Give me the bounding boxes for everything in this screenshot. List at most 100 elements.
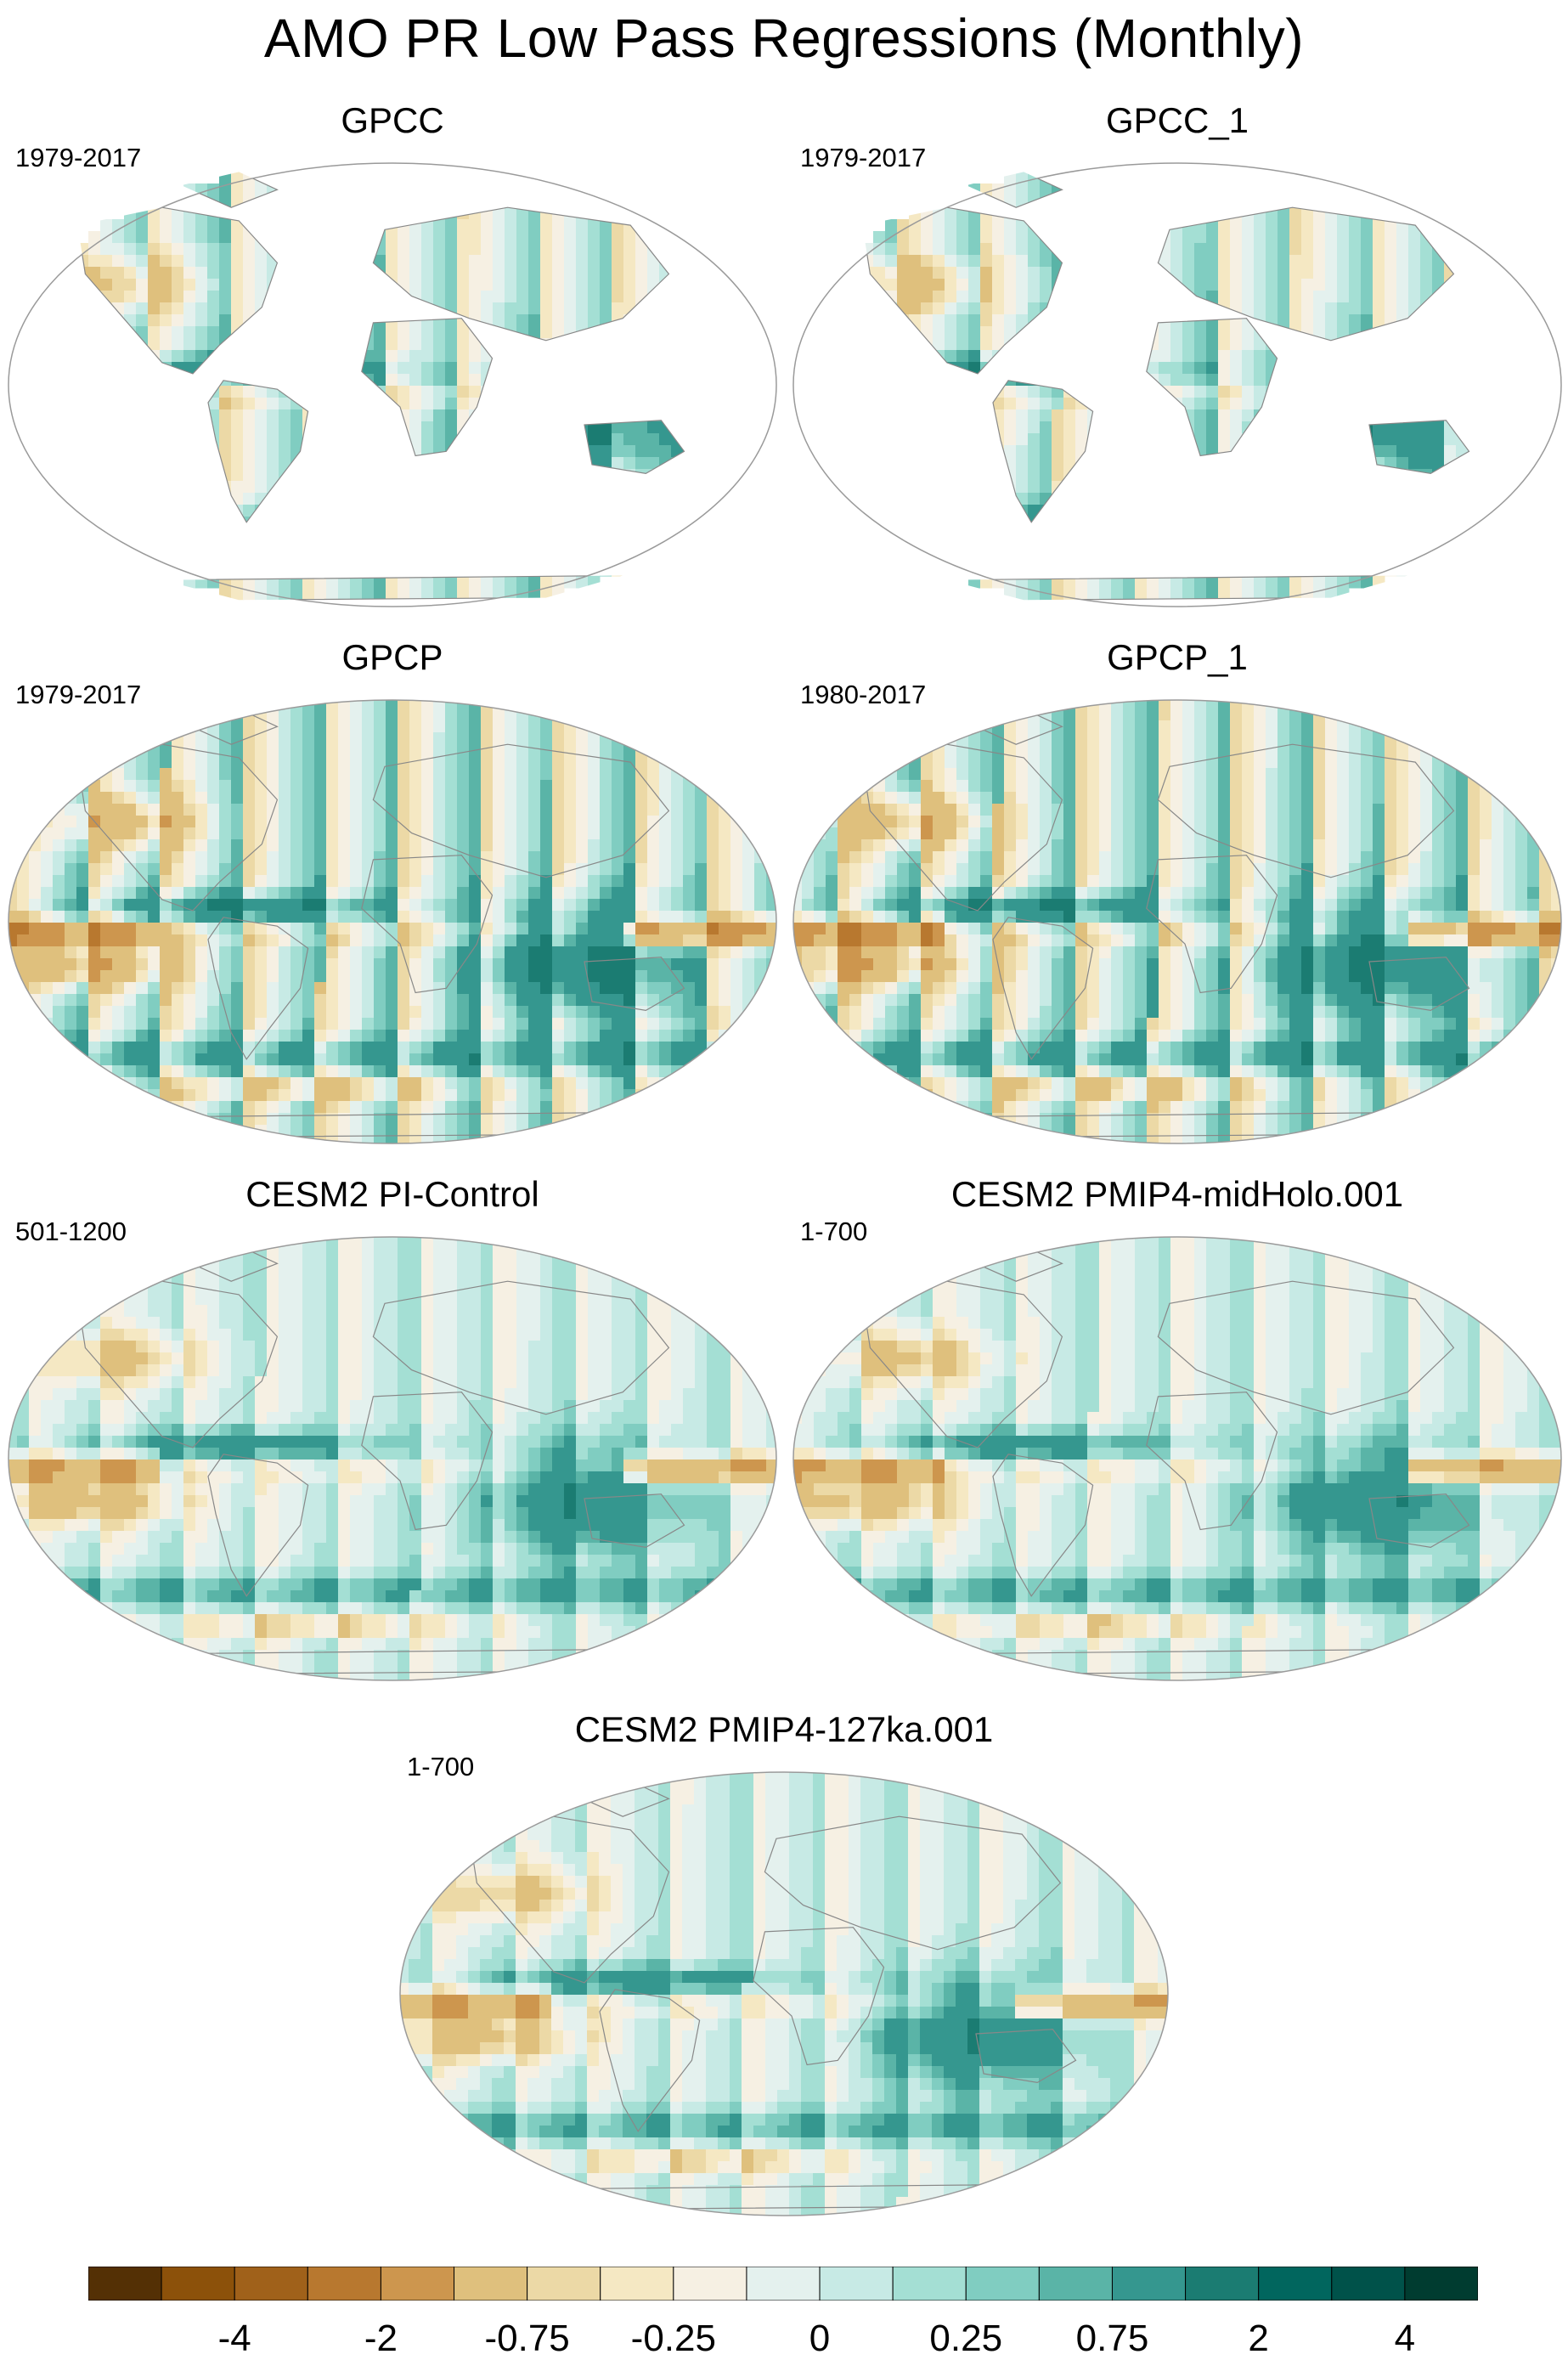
- field-cell: [1170, 350, 1183, 363]
- field-cell: [516, 231, 529, 244]
- field-cell: [659, 433, 672, 446]
- field-cell: [183, 576, 196, 589]
- field-cell: [600, 279, 612, 291]
- field-cell: [1242, 386, 1255, 398]
- field-cell: [231, 481, 244, 494]
- field-cell: [612, 433, 624, 446]
- field-cell: [1254, 255, 1266, 268]
- field-cell: [600, 267, 612, 279]
- field-cell: [1492, 243, 1504, 256]
- field-cell: [65, 816, 77, 828]
- field-cell: [493, 243, 505, 256]
- field-cell: [1563, 421, 1565, 434]
- field-cell: [505, 804, 517, 816]
- field-cell: [1396, 457, 1409, 470]
- field-cell: [398, 255, 410, 268]
- field-cell: [386, 887, 398, 900]
- field-cell: [374, 756, 386, 769]
- field-cell: [1373, 302, 1385, 315]
- field-cell: [409, 792, 422, 805]
- field-cell: [1289, 207, 1302, 220]
- field-cell: [742, 863, 755, 876]
- field-cell: [1266, 255, 1278, 268]
- field-cell: [1099, 576, 1112, 589]
- field-cell: [88, 231, 101, 244]
- field-cell: [326, 851, 339, 864]
- field-cell: [1396, 279, 1409, 291]
- field-cell: [136, 744, 149, 757]
- field-cell: [219, 231, 232, 244]
- field-cell: [612, 291, 624, 303]
- field-cell: [302, 827, 315, 840]
- field-cell: [742, 279, 755, 291]
- field-cell: [398, 350, 410, 363]
- field-cell: [1004, 409, 1017, 422]
- field-cell: [968, 338, 981, 351]
- field-cell: [1206, 433, 1219, 446]
- field-cell: [1432, 207, 1445, 220]
- field-cell: [1004, 219, 1017, 232]
- field-cell: [1218, 267, 1231, 279]
- field-cell: [564, 839, 577, 852]
- field-cell: [433, 421, 446, 434]
- field-cell: [635, 445, 648, 458]
- field-cell: [41, 863, 54, 876]
- field-cell: [374, 768, 386, 781]
- field-cell: [1266, 219, 1278, 232]
- field-cell: [279, 409, 291, 422]
- field-cell: [992, 183, 1005, 196]
- field-cell: [659, 804, 672, 816]
- field-cell: [635, 792, 648, 805]
- field-cell: [516, 219, 529, 232]
- field-cell: [398, 709, 410, 721]
- field-cell: [231, 756, 244, 769]
- field-cell: [314, 720, 327, 733]
- field-cell: [540, 326, 553, 339]
- field-cell: [433, 255, 446, 268]
- field-cell: [231, 398, 244, 410]
- field-cell: [968, 576, 981, 589]
- field-cell: [398, 839, 410, 852]
- field-cell: [314, 588, 327, 601]
- field-cell: [540, 780, 553, 793]
- field-cell: [41, 493, 54, 505]
- field-cell: [290, 780, 303, 793]
- field-cell: [445, 386, 458, 398]
- field-cell: [231, 863, 244, 876]
- field-cell: [136, 279, 149, 291]
- field-cell: [41, 816, 54, 828]
- field-cell: [552, 172, 565, 184]
- field-cell: [623, 279, 636, 291]
- field-cell: [409, 409, 422, 422]
- field-cell: [1206, 386, 1219, 398]
- field-cell: [398, 792, 410, 805]
- field-cell: [588, 756, 601, 769]
- field-cell: [945, 314, 957, 327]
- field-cell: [1266, 291, 1278, 303]
- field-cell: [457, 326, 470, 339]
- field-cell: [314, 576, 327, 589]
- field-cell: [552, 255, 565, 268]
- field-cell: [493, 827, 505, 840]
- field-cell: [1266, 588, 1278, 601]
- field-cell: [433, 732, 446, 745]
- field-cell: [671, 792, 684, 805]
- field-cell: [409, 350, 422, 363]
- field-cell: [445, 338, 458, 351]
- field-cell: [1218, 421, 1231, 434]
- field-cell: [623, 780, 636, 793]
- field-cell: [350, 756, 363, 769]
- field-cell: [100, 792, 113, 805]
- field-cell: [183, 887, 196, 900]
- field-cell: [564, 816, 577, 828]
- field-cell: [505, 792, 517, 805]
- field-cell: [671, 540, 684, 553]
- field-cell: [1408, 457, 1421, 470]
- field-cell: [195, 744, 208, 757]
- field-cell: [231, 231, 244, 244]
- field-cell: [445, 709, 458, 721]
- field-cell: [1408, 231, 1421, 244]
- field-cell: [564, 744, 577, 757]
- field-cell: [362, 804, 375, 816]
- field-cell: [469, 386, 482, 398]
